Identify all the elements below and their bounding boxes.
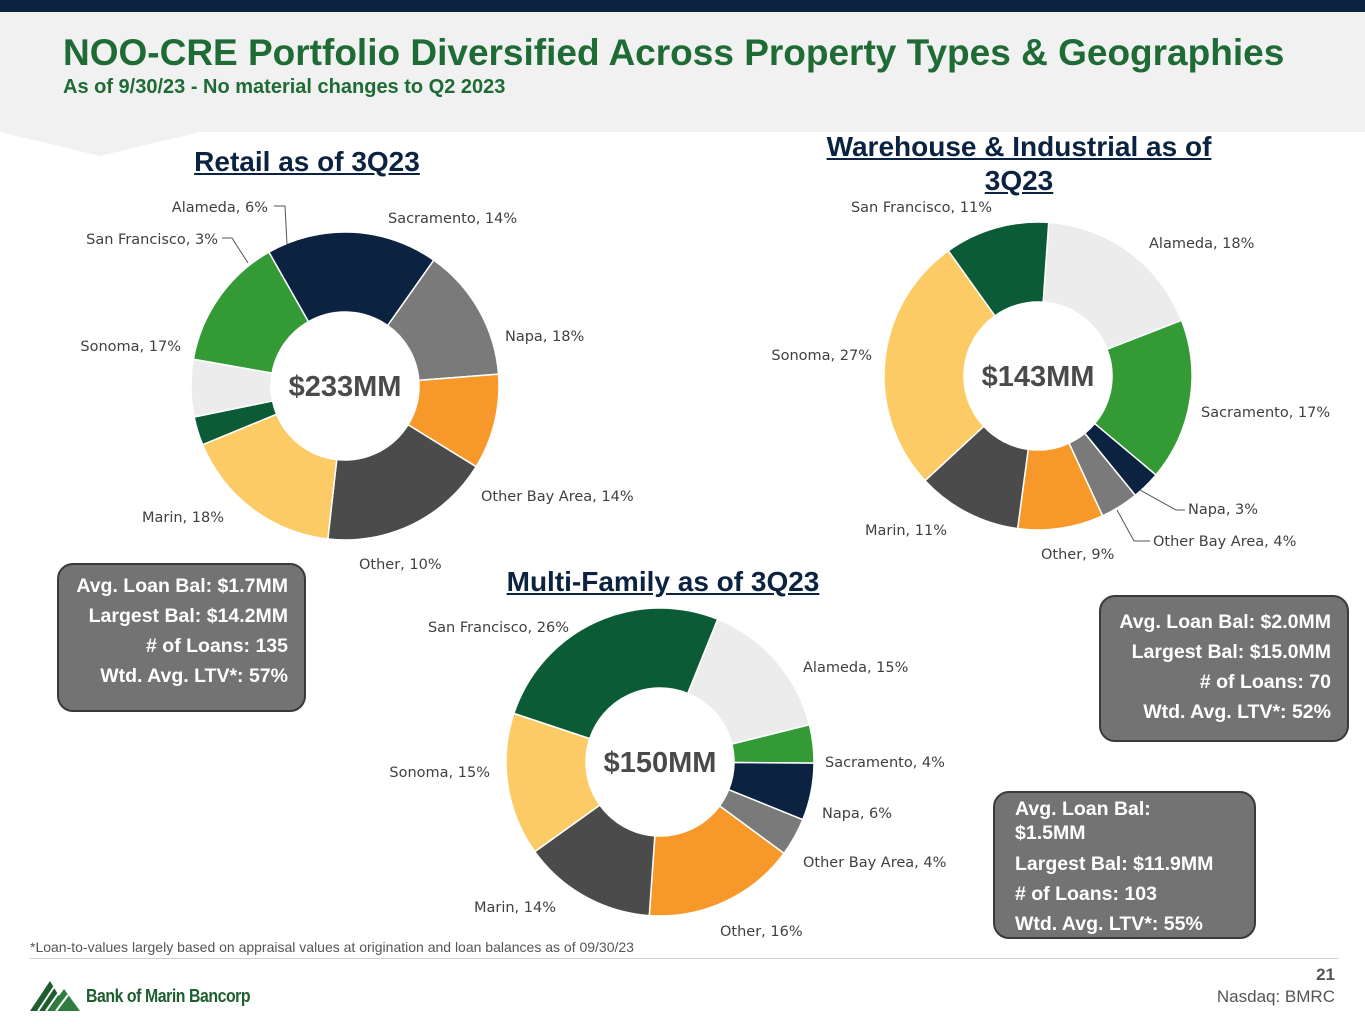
footer-divider (30, 958, 1338, 959)
multifamily-label-sacramento: Sacramento, 4% (825, 755, 945, 771)
multifamily-avg-loan: Avg. Loan Bal: $1.5MM (1015, 798, 1151, 844)
retail-label-san-francisco: San Francisco, 3% (86, 232, 218, 248)
footnote: *Loan-to-values largely based on apprais… (30, 939, 634, 955)
retail-slice-alameda (190, 358, 274, 418)
retail-donut: $233MM Sacramento, 14% Napa, 18% Other Bay … (80, 200, 633, 573)
multifamily-label-sonoma: Sonoma, 15% (389, 765, 490, 781)
multifamily-slice-sonoma (505, 712, 601, 853)
warehouse-donut: $143MM Alameda, 18% Sacramento, 17% Napa, 3… (771, 200, 1330, 563)
header-notch (0, 132, 200, 156)
retail-label-other: Other, 10% (359, 557, 442, 573)
multifamily-label-san-francisco: San Francisco, 26% (428, 620, 569, 636)
retail-slice-marin (327, 423, 478, 541)
warehouse-label-alameda: Alameda, 18% (1149, 236, 1254, 252)
retail-ltv: Wtd. Avg. LTV*: 57% (100, 665, 288, 687)
retail-largest-bal: Largest Bal: $14.2MM (88, 605, 288, 627)
warehouse-label-marin: Marin, 11% (865, 523, 947, 539)
warehouse-label-other: Other, 9% (1041, 547, 1114, 563)
retail-label-sonoma: Sonoma, 17% (80, 339, 181, 355)
company-logo: Bank of Marin Bancorp (28, 975, 268, 1015)
company-name: Bank of Marin Bancorp (86, 986, 251, 1006)
warehouse-ltv: Wtd. Avg. LTV*: 52% (1143, 701, 1331, 723)
multifamily-label-other: Other, 16% (720, 924, 803, 940)
multifamily-chart-title: Multi-Family as of 3Q23 (506, 566, 820, 597)
multifamily-stats-box: Avg. Loan Bal: $1.5MM Largest Bal: $11.9… (993, 791, 1256, 939)
warehouse-label-san-francisco: San Francisco, 11% (851, 200, 992, 216)
warehouse-center-label: $143MM (982, 361, 1095, 393)
multifamily-center-label: $150MM (604, 747, 717, 779)
retail-label-napa: Napa, 18% (505, 329, 584, 345)
warehouse-label-napa: Napa, 3% (1188, 502, 1258, 518)
multifamily-slice-alameda (686, 618, 811, 746)
multifamily-num-loans: # of Loans: 103 (1015, 883, 1157, 905)
warehouse-avg-loan: Avg. Loan Bal: $2.0MM (1119, 611, 1331, 633)
warehouse-chart-title: Warehouse & Industrial as of 3Q23 (826, 131, 1212, 196)
retail-label-sacramento: Sacramento, 14% (388, 211, 517, 227)
warehouse-leader-napa (1139, 489, 1185, 511)
multifamily-label-marin: Marin, 14% (474, 900, 556, 916)
retail-num-loans: # of Loans: 135 (146, 635, 288, 657)
warehouse-slice-alameda (1042, 221, 1183, 351)
mountain-logo-icon (30, 981, 80, 1012)
retail-slice-napa (267, 231, 435, 327)
retail-chart-title: Retail as of 3Q23 (194, 146, 420, 177)
retail-label-marin: Marin, 18% (142, 510, 224, 526)
retail-leader-san-francisco (222, 237, 249, 264)
retail-center-label: $233MM (289, 371, 402, 403)
multifamily-ltv: Wtd. Avg. LTV*: 55% (1015, 913, 1203, 935)
retail-label-other-bay-area: Other Bay Area, 14% (481, 489, 634, 505)
multifamily-label-other-bay-area: Other Bay Area, 4% (803, 855, 946, 871)
retail-leader-alameda (274, 205, 288, 245)
warehouse-label-sonoma: Sonoma, 27% (771, 348, 872, 364)
multifamily-label-alameda: Alameda, 15% (803, 660, 908, 676)
warehouse-label-other-bay-area: Other Bay Area, 4% (1153, 534, 1296, 550)
retail-stats-box: Avg. Loan Bal: $1.7MM Largest Bal: $14.2… (57, 563, 306, 712)
top-bar (0, 0, 1365, 12)
warehouse-stats-box: Avg. Loan Bal: $2.0MM Largest Bal: $15.0… (1099, 595, 1349, 742)
multifamily-largest-bal: Largest Bal: $11.9MM (1015, 853, 1214, 875)
retail-avg-loan: Avg. Loan Bal: $1.7MM (76, 575, 288, 597)
warehouse-leader-other-bay-area (1116, 509, 1150, 542)
warehouse-largest-bal: Largest Bal: $15.0MM (1131, 641, 1331, 663)
warehouse-slice-sonoma (883, 249, 996, 482)
multifamily-label-napa: Napa, 6% (822, 806, 892, 822)
warehouse-num-loans: # of Loans: 70 (1199, 671, 1331, 693)
page-subtitle: As of 9/30/23 - No material changes to Q… (63, 76, 506, 98)
header-band (0, 12, 1365, 132)
ticker: Nasdaq: BMRC (1216, 987, 1335, 1006)
warehouse-slice-san-francisco (947, 221, 1050, 317)
multifamily-donut: $150MM Alameda, 15% Sacramento, 4% Napa, 6%… (389, 607, 946, 940)
page-number: 21 (1316, 965, 1335, 984)
warehouse-label-sacramento: Sacramento, 17% (1201, 405, 1330, 421)
retail-label-alameda: Alameda, 6% (172, 200, 268, 216)
page-title: NOO-CRE Portfolio Diversified Across Pro… (63, 32, 1285, 73)
multifamily-slice-san-francisco (512, 607, 719, 740)
